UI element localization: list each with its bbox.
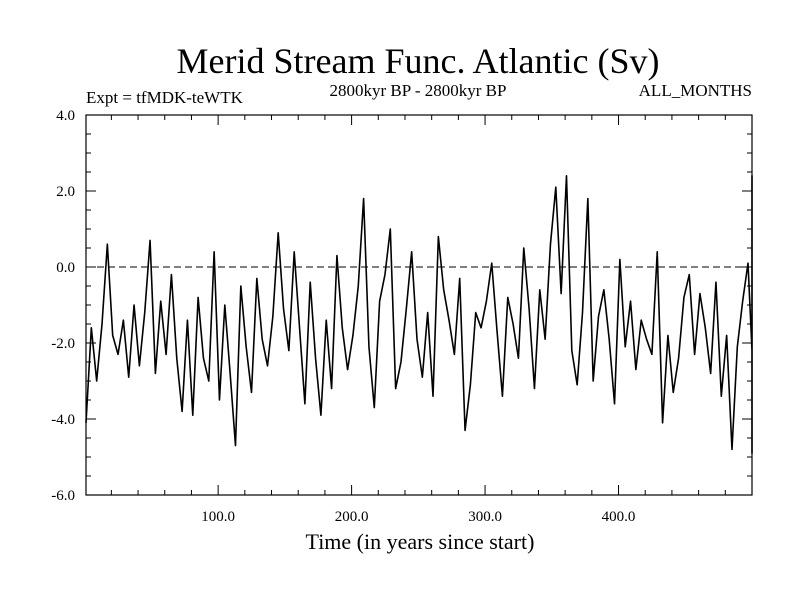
x-tick-label: 300.0 xyxy=(468,509,502,525)
y-axis-ticks: -6.0 -4.0 -2.0 0.0 2.0 4.0 xyxy=(51,108,752,504)
y-tick-label: -6.0 xyxy=(51,488,75,504)
axes-layer xyxy=(85,114,753,496)
x-axis-label: Time (in years since start) xyxy=(306,529,535,554)
months-label: ALL_MONTHS xyxy=(639,81,752,100)
chart-title: Merid Stream Func. Atlantic (Sv) xyxy=(177,41,660,81)
plot-frame xyxy=(85,114,753,496)
x-tick-label: 200.0 xyxy=(335,509,369,525)
y-tick-label: 2.0 xyxy=(56,184,75,200)
y-tick-label: -4.0 xyxy=(51,412,75,428)
period-label: 2800kyr BP - 2800kyr BP xyxy=(330,81,507,100)
series-line xyxy=(85,175,753,455)
series-layer xyxy=(85,175,753,455)
x-tick-label: 100.0 xyxy=(201,509,235,525)
experiment-label: Expt = tfMDK-teWTK xyxy=(86,88,244,107)
x-tick-label: 400.0 xyxy=(602,509,636,525)
y-tick-label: 4.0 xyxy=(56,108,75,124)
y-tick-label: -2.0 xyxy=(51,336,75,352)
y-tick-label: 0.0 xyxy=(56,260,75,276)
x-axis-ticks: 100.0 200.0 300.0 400.0 xyxy=(110,115,753,525)
